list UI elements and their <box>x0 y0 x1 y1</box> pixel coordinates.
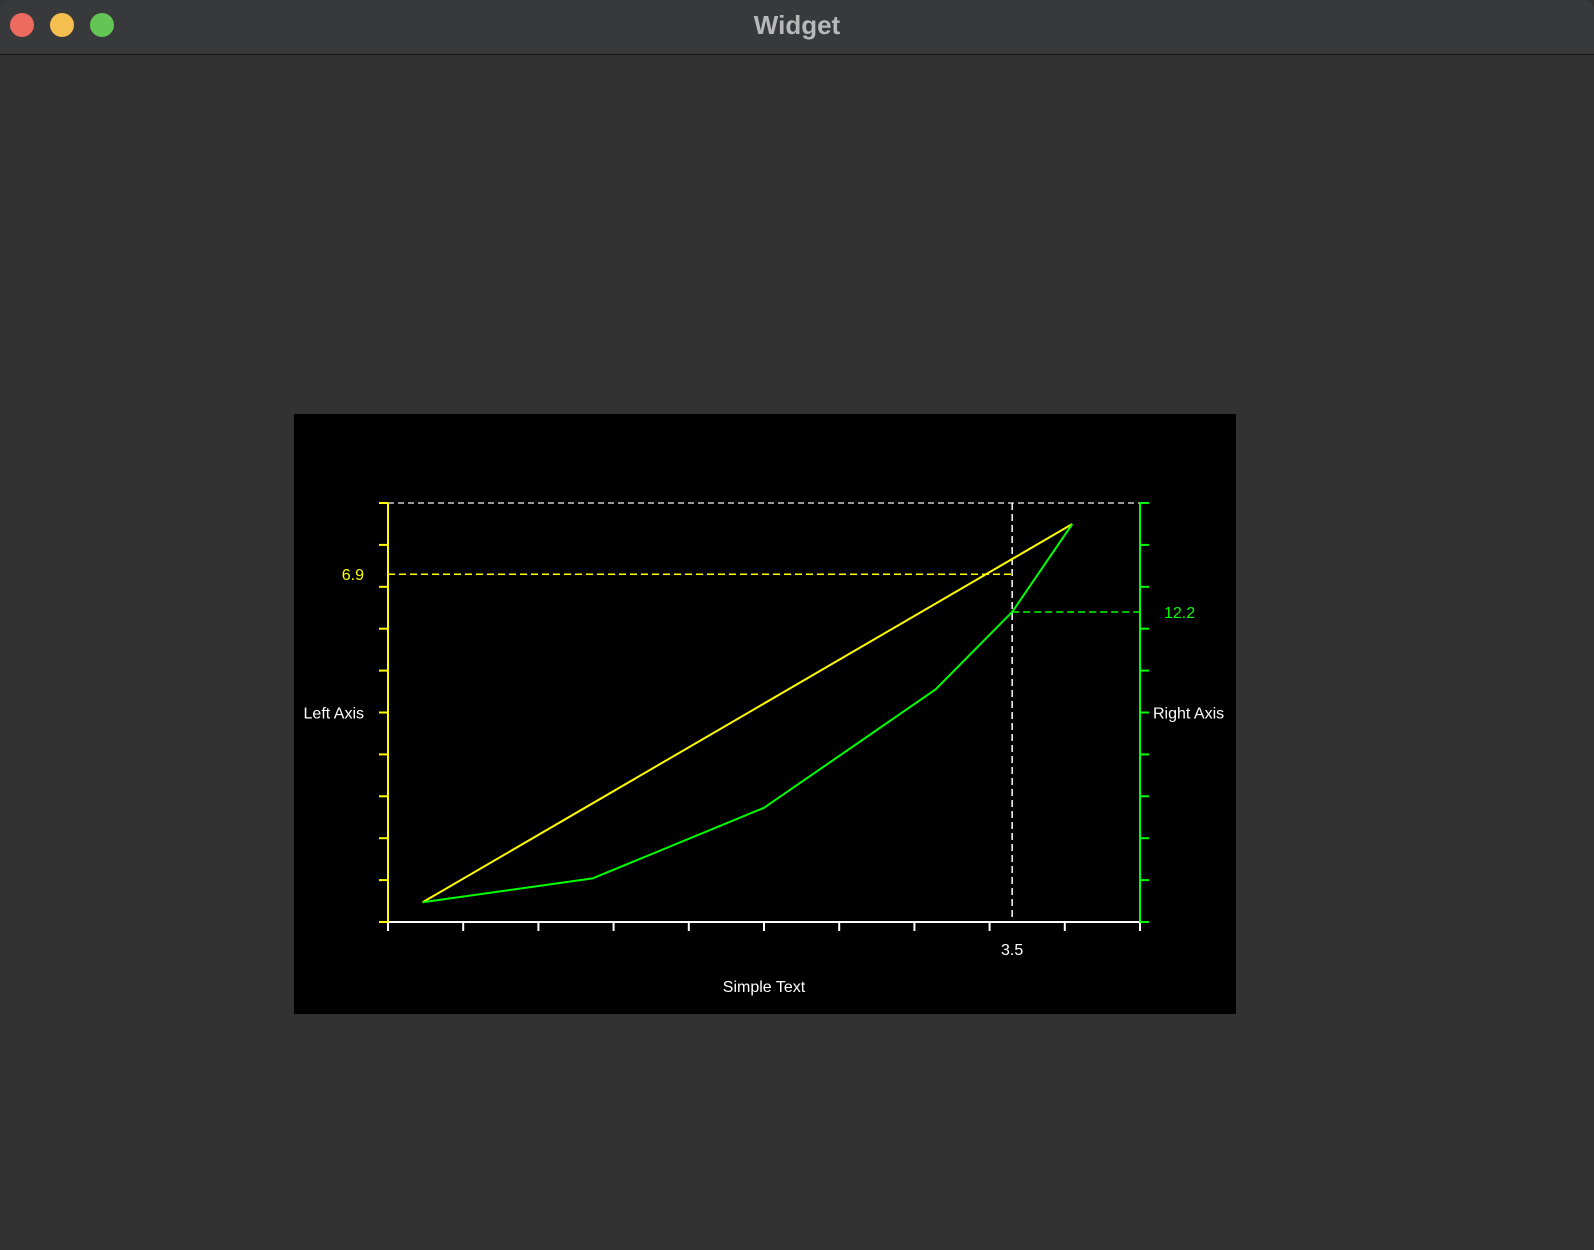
title-bar[interactable]: Widget <box>0 0 1594 55</box>
chart-svg[interactable]: Simple Text Left Axis Right Axis 3.5 6.9 12.2 <box>294 414 1236 1014</box>
right-axis-label: Right Axis <box>1153 706 1224 723</box>
maximize-window-button[interactable] <box>90 13 114 37</box>
window-title: Widget <box>753 10 841 40</box>
plot-widget[interactable]: Simple Text Left Axis Right Axis 3.5 6.9 12.2 <box>294 414 1236 1014</box>
minimize-window-button[interactable] <box>50 13 74 37</box>
x-axis-label: Simple Text <box>723 979 806 996</box>
crosshair-x-value: 3.5 <box>1001 942 1023 959</box>
close-window-button[interactable] <box>10 13 34 37</box>
left-series-line <box>422 523 1073 904</box>
right-series-line <box>422 523 1074 904</box>
crosshair-left-value: 6.9 <box>342 567 364 584</box>
crosshair-right-value: 12.2 <box>1164 605 1195 622</box>
left-axis-label: Left Axis <box>304 706 364 723</box>
